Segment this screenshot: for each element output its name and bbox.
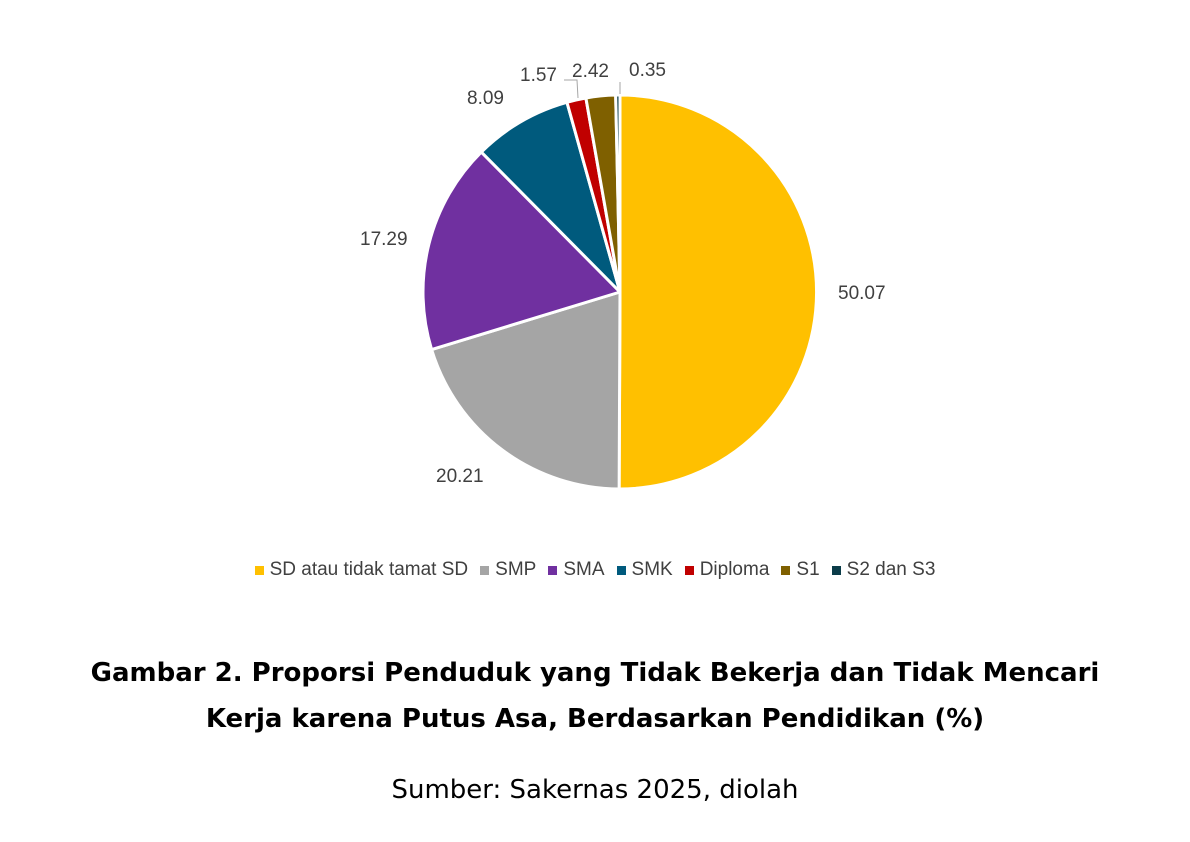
legend-swatch-sma [548,565,558,575]
legend-label-sd: SD atau tidak tamat SD [269,559,469,580]
legend-swatch-smp [480,565,490,575]
legend-item-sma: SMA [548,559,605,581]
legend-label-smk: SMK [631,559,673,580]
caption-line-2: Kerja karena Putus Asa, Berdasarkan Pend… [205,704,985,734]
legend-label-s2s3: S2 dan S3 [846,559,936,580]
legend-label-s1: S1 [796,559,820,580]
legend-label-diploma: Diploma [699,559,770,580]
pie-slice-smk [479,100,622,294]
chart-legend: SD atau tidak tamat SD SMP SMA SMK Diplo… [0,559,1190,581]
pie-slice-sd [617,93,818,491]
figure-source: Sumber: Sakernas 2025, diolah [391,775,799,805]
pie-chart: 50.07 20.21 17.29 8.09 1.57 2.42 0.35 [360,60,886,491]
legend-swatch-smk [616,565,626,575]
data-label-s1: 2.42 [572,61,609,82]
legend-swatch-s2s3 [831,565,841,575]
pie-data-labels: 50.07 20.21 17.29 8.09 1.57 2.42 0.35 [360,60,886,487]
leader-line-diploma [564,79,579,99]
data-label-sma: 17.29 [360,229,408,250]
legend-swatch-diploma [684,565,694,575]
figure-caption: Gambar 2. Proporsi Penduduk yang Tidak B… [0,650,1190,742]
pie-slice-sma [421,150,622,352]
pie-slice-smp [430,290,622,491]
legend-label-smp: SMP [495,559,537,580]
legend-item-sd: SD atau tidak tamat SD [254,559,469,581]
legend-label-sma: SMA [563,559,605,580]
data-label-sd: 50.07 [838,283,886,304]
legend-item-s1: S1 [781,559,820,581]
legend-swatch-s1 [781,565,791,575]
data-label-diploma: 1.57 [520,65,557,86]
legend-item-smp: SMP [480,559,536,581]
pie-slices [421,93,818,491]
caption-line-1: Gambar 2. Proporsi Penduduk yang Tidak B… [90,658,1100,688]
data-label-smk: 8.09 [467,88,504,109]
legend-item-diploma: Diploma [684,559,770,581]
data-label-smp: 20.21 [436,466,484,487]
legend-item-smk: SMK [616,559,673,581]
data-label-s2s3: 0.35 [629,60,666,81]
pie-slice-s2s3 [614,93,622,294]
legend-item-s2s3: S2 dan S3 [831,559,936,581]
legend-swatch-sd [254,565,264,575]
